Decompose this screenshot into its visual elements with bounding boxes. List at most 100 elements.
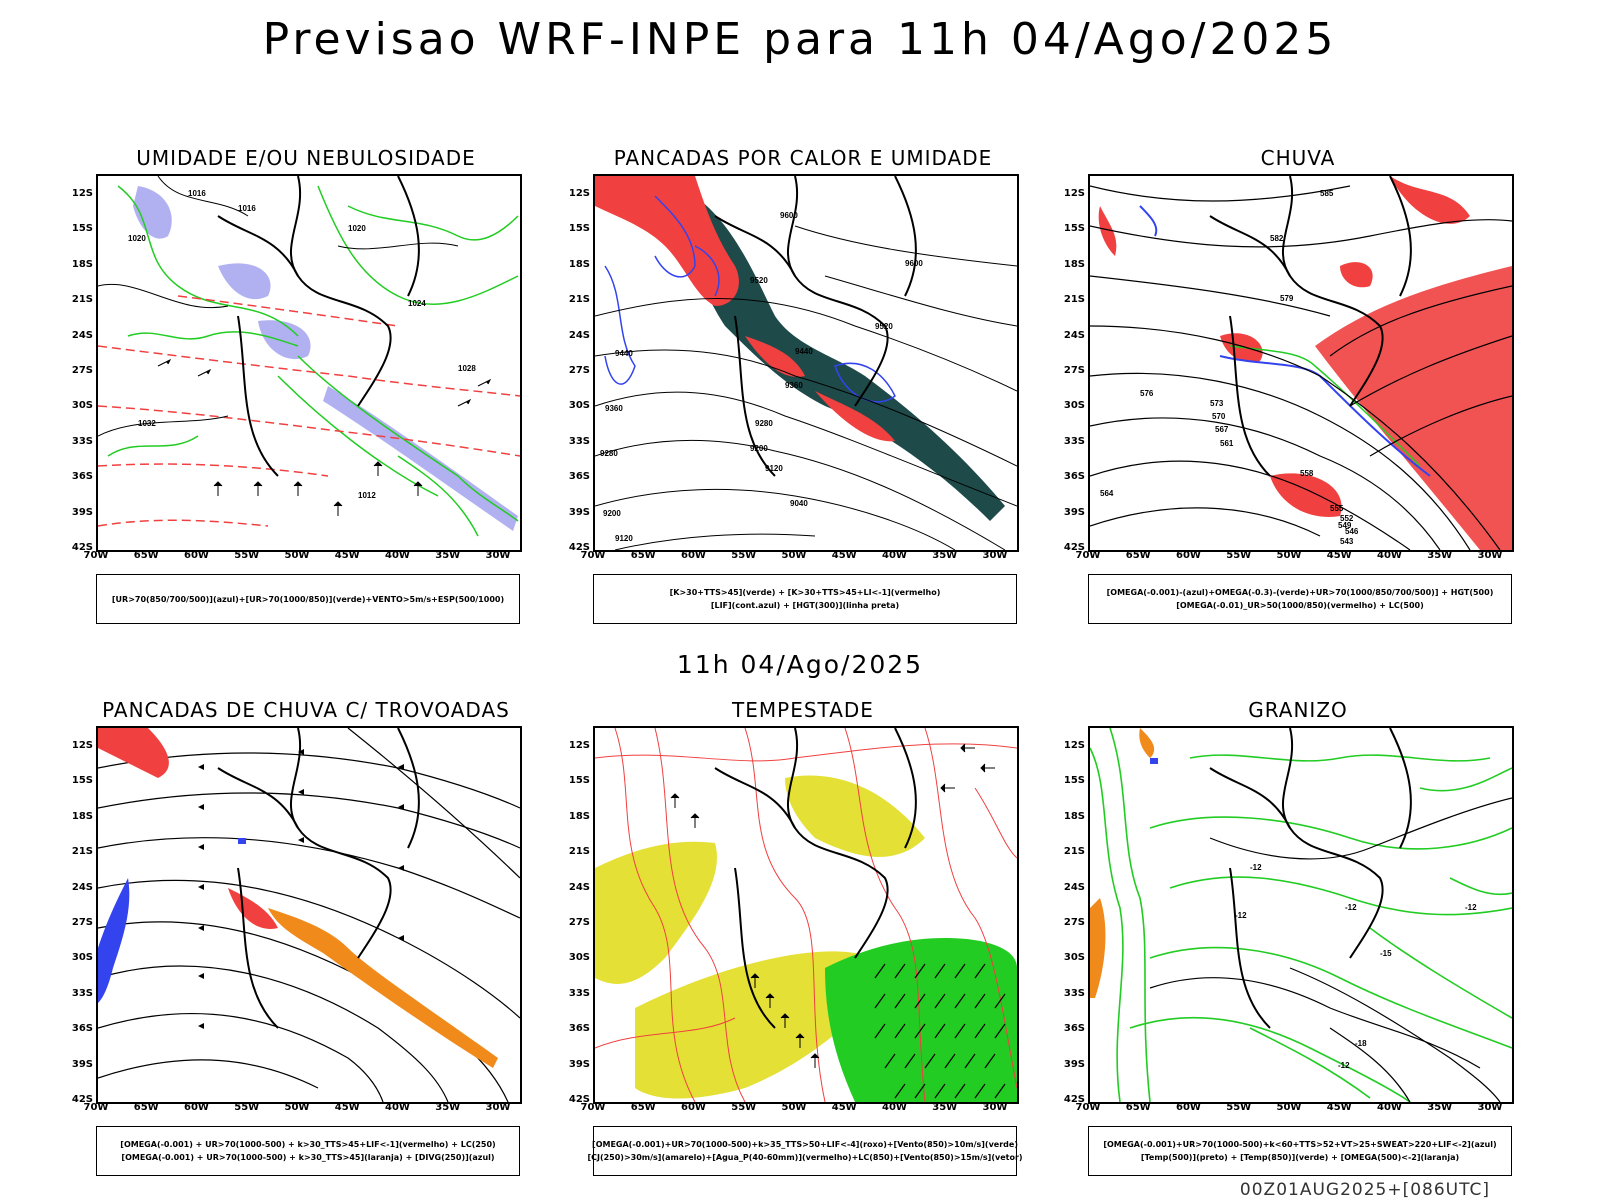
lat-label: 24S	[1063, 881, 1085, 893]
lon-label: 50W	[284, 550, 310, 561]
lat-label: 42S	[568, 1094, 590, 1105]
lat-label: 12S	[1063, 188, 1085, 199]
contour-label: 9440	[795, 347, 813, 356]
lat-label: 21S	[1063, 294, 1085, 306]
map-trovoadas-svg	[98, 728, 520, 1102]
contour-label: -18	[1355, 1039, 1367, 1048]
contour-label: 9280	[600, 449, 618, 458]
lat-label: 33S	[1063, 987, 1085, 999]
lat-label: 27S	[568, 917, 590, 928]
legend-line: [Temp(500)](preto) + [Temp(850)](verde) …	[1140, 1153, 1460, 1162]
lon-label: 50W	[284, 1102, 310, 1113]
contour-label: 570	[1212, 412, 1226, 421]
lat-label: 15S	[71, 775, 93, 787]
lon-label: 50W	[1276, 550, 1302, 561]
lon-label: 55W	[731, 1102, 757, 1113]
contour-label: 9520	[875, 322, 893, 331]
lon-label: 65W	[133, 550, 159, 561]
lon-label: 40W	[1377, 1102, 1402, 1113]
legend-chuva: [OMEGA(-0.001)-(azul)+OMEGA(-0.3)-(verde…	[1088, 574, 1512, 624]
lat-label: 12S	[1063, 740, 1085, 751]
lon-label: 60W	[184, 550, 209, 561]
legend-line: [OMEGA(-0.001)-(azul)+OMEGA(-0.3)-(verde…	[1106, 588, 1494, 597]
lon-label: 30W	[485, 550, 511, 561]
panel-title: PANCADAS DE CHUVA C/ TROVOADAS	[102, 698, 510, 722]
contour-label: 9280	[755, 419, 773, 428]
lon-label: 50W	[781, 550, 807, 561]
panel-chuva: CHUVA	[1055, 146, 1541, 626]
panel-umidade: UMIDADE E/OU NEBULOSIDADE	[63, 146, 549, 626]
mid-title: 11h 04/Ago/2025	[676, 650, 924, 679]
isobar-label: 1020	[128, 234, 146, 243]
lat-label: 30S	[71, 400, 93, 412]
lat-label: 21S	[568, 294, 590, 306]
contour-label: -12	[1250, 863, 1262, 872]
lat-label: 42S	[71, 542, 93, 553]
lon-label: 40W	[1377, 550, 1402, 561]
lat-label: 36S	[1063, 471, 1085, 483]
lat-label: 18S	[568, 258, 590, 270]
lat-label: 33S	[568, 987, 590, 999]
contour-label: 9360	[785, 381, 803, 390]
lat-label: 24S	[71, 329, 93, 341]
lon-label: 65W	[1125, 1102, 1151, 1113]
lat-label: 39S	[568, 1058, 590, 1070]
map-chuva: 585 582 579 576 573 570 567 564 561 558 …	[1088, 174, 1514, 552]
lon-label: 30W	[1477, 550, 1503, 561]
lon-label: 30W	[982, 550, 1008, 561]
lon-label: 55W	[234, 550, 260, 561]
run-info: 00Z01AUG2025+[086UTC]	[1239, 1180, 1490, 1200]
lat-label: 42S	[71, 1094, 93, 1105]
contour-label: 579	[1280, 294, 1294, 303]
lon-label: 30W	[982, 1102, 1008, 1113]
lat-label: 12S	[568, 188, 590, 199]
lat-label: 33S	[1063, 435, 1085, 447]
contour-label: -12	[1235, 911, 1247, 920]
lat-label: 39S	[71, 1058, 93, 1070]
lat-label: 39S	[1063, 1058, 1085, 1070]
contour-label: 567	[1215, 425, 1229, 434]
contour-label: 9600	[780, 211, 798, 220]
isobar-label: 1016	[188, 189, 206, 198]
lon-label: 65W	[630, 1102, 656, 1113]
panel-title: UMIDADE E/OU NEBULOSIDADE	[136, 146, 476, 170]
isobar-label: 1016	[238, 204, 256, 213]
lat-label: 18S	[1063, 258, 1085, 270]
lon-label: 45W	[334, 1102, 360, 1113]
contour-label: 552	[1340, 514, 1354, 523]
map-pancadas-svg: 9600 9520 9440 9360 9280 9200 9120 9040 …	[595, 176, 1017, 550]
main-title: Previsao WRF-INPE para 11h 04/Ago/2025	[262, 14, 1338, 65]
lat-label: 30S	[568, 400, 590, 412]
lat-label: 15S	[568, 775, 590, 787]
lon-label: 30W	[1477, 1102, 1503, 1113]
legend-umidade: [UR>70(850/700/500)](azul)+[UR>70(1000/8…	[96, 574, 520, 624]
lon-label: 55W	[1226, 550, 1252, 561]
lat-label: 21S	[71, 846, 93, 858]
lat-label: 36S	[568, 471, 590, 483]
map-umidade-svg: 1016 1020 1024 1028 1032 1012 1016 1020	[98, 176, 520, 537]
legend-line: [CJ(250)>30m/s](amarelo)+[Agua_P(40-60mm…	[587, 1153, 1023, 1162]
lat-label: 36S	[568, 1023, 590, 1035]
lon-label: 70W	[1075, 550, 1101, 561]
lat-label: 21S	[568, 846, 590, 858]
contour-label: -15	[1380, 949, 1392, 958]
legend-line: [OMEGA(-0.01)_UR>50(1000/850)(vermelho) …	[1176, 601, 1424, 610]
legend-line: [LIF](cont.azul) + [HGT(300)](linha pret…	[710, 601, 900, 610]
legend-line: [OMEGA(-0.001)+UR>70(1000-500)+k>35_TTS>…	[592, 1140, 1018, 1149]
contour-label: 564	[1100, 489, 1114, 498]
contour-label: 585	[1320, 189, 1334, 198]
lon-label: 70W	[1075, 1102, 1101, 1113]
lon-label: 60W	[681, 550, 706, 561]
lat-label: 27S	[1063, 365, 1085, 376]
isobar-label: 1012	[358, 491, 376, 500]
lat-label: 15S	[568, 223, 590, 235]
lon-label: 70W	[580, 550, 606, 561]
isobar-label: 1024	[408, 299, 426, 308]
lat-label: 33S	[71, 987, 93, 999]
lon-label: 60W	[681, 1102, 706, 1113]
legend-line: [UR>70(850/700/500)](azul)+[UR>70(1000/8…	[111, 594, 505, 604]
lat-label: 24S	[1063, 329, 1085, 341]
legend-granizo: [OMEGA(-0.001)+UR>70(1000-500)+k<60+TTS>…	[1088, 1126, 1512, 1176]
legend-line: [OMEGA(-0.001) + UR>70(1000-500) + k>30_…	[120, 1140, 496, 1149]
lon-label: 30W	[485, 1102, 511, 1113]
